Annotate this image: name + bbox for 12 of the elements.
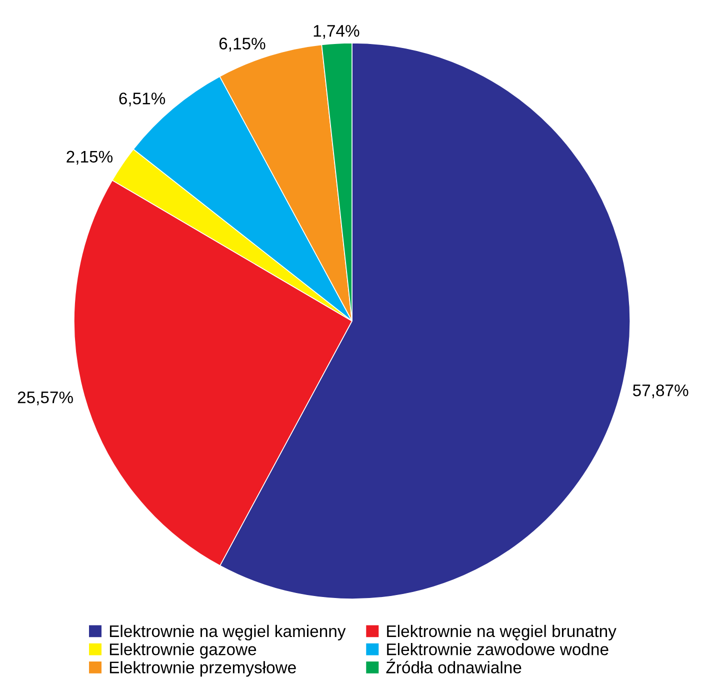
- data-label: 6,51%: [119, 92, 166, 106]
- data-label: 25,57%: [18, 392, 73, 406]
- legend-label: Elektrownie zawodowe wodne: [387, 643, 608, 656]
- legend-label: Elektrownie na węgiel brunatny: [387, 624, 616, 640]
- legend-label: Źródła odnawialne: [386, 658, 522, 674]
- legend-label: Elektrownie przemysłowe: [110, 661, 296, 677]
- data-label: 6,15%: [219, 38, 266, 52]
- data-label: 1,74%: [314, 25, 360, 39]
- data-label: 2,15%: [66, 150, 113, 165]
- legend-label: Elektrownie na węgiel kamienny: [110, 624, 346, 640]
- data-label: 57,87%: [632, 384, 688, 398]
- legend-label: Elektrownie gazowe: [110, 643, 256, 659]
